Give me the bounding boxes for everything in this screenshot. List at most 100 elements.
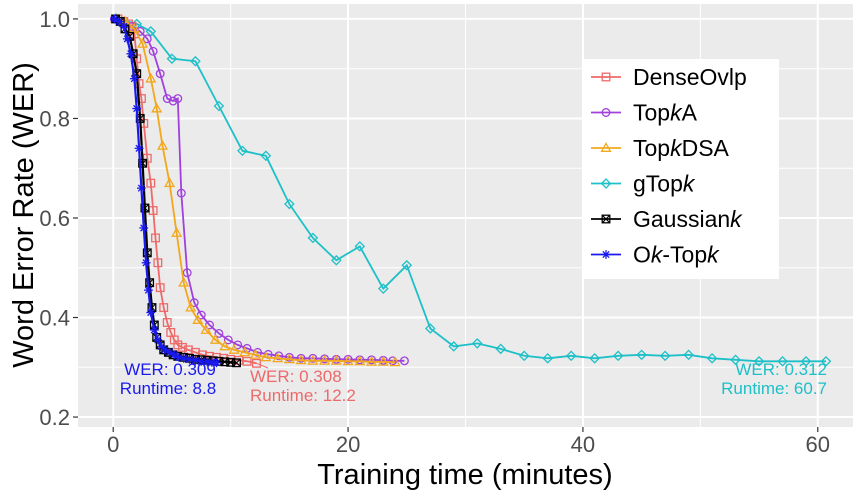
data-point-topka (308, 353, 318, 363)
data-point-topka (214, 328, 224, 338)
data-point-topkdsa (178, 276, 190, 287)
data-point-topkdsa (209, 333, 221, 344)
data-point-gtopk (260, 150, 272, 162)
data-point-ok-topk (191, 355, 200, 365)
data-point-gtopk (354, 241, 366, 252)
y-tick-label: 0.4 (39, 306, 70, 331)
legend-marker-gtopk (600, 178, 612, 189)
annotation-gtopk-wer: WER: 0.312 (735, 360, 827, 379)
data-point-ok-topk (119, 21, 129, 31)
y-tick-label: 0.6 (39, 206, 70, 231)
data-point-topkdsa (164, 177, 176, 188)
series-ok-topk (110, 14, 221, 368)
data-point-ok-topk (137, 183, 146, 193)
data-point-ok-topk (139, 223, 149, 233)
x-tick-label: 60 (806, 432, 830, 457)
annotation-connectors (214, 362, 269, 369)
legend-item-topkdsa: TopkDSA (591, 135, 730, 161)
data-point-gtopk (612, 350, 624, 362)
data-point-topkdsa (137, 37, 149, 48)
data-point-denseovlp (159, 303, 169, 313)
data-point-gtopk (777, 355, 788, 367)
data-point-topkdsa (157, 139, 169, 150)
data-point-gtopk (237, 145, 248, 157)
legend-marker-denseovlp (601, 72, 611, 82)
data-point-topka (173, 94, 183, 104)
x-tick-label: 20 (336, 432, 360, 457)
data-point-topka (223, 335, 233, 345)
data-point-denseovlp (162, 318, 172, 327)
data-point-gtopk (518, 350, 530, 362)
data-point-gtopk (542, 353, 554, 364)
legend-item-gtopk: gTopk (591, 171, 696, 197)
series-layer (109, 12, 832, 369)
annotation-denseovlp-runtime: Runtime: 12.2 (250, 386, 356, 405)
data-point-topkdsa (128, 22, 140, 33)
data-point-gtopk (307, 232, 319, 244)
data-point-ok-topk (144, 285, 153, 295)
data-point-gtopk (166, 53, 178, 65)
data-point-topkdsa (319, 354, 331, 365)
data-point-gtopk (424, 323, 436, 334)
legend-label-topkdsa: TopkDSA (633, 135, 730, 161)
data-point-topkdsa (295, 354, 307, 365)
data-point-gtopk (820, 355, 832, 367)
data-point-topkdsa (219, 340, 231, 351)
legend-label-ok-topk: Ok-Topk (633, 242, 720, 268)
data-point-topkdsa (192, 314, 204, 324)
y-tick-label: 0.2 (39, 405, 70, 430)
data-point-gtopk (565, 350, 577, 362)
data-point-topkdsa (354, 355, 366, 366)
data-point-ok-topk (122, 34, 132, 44)
data-point-gtopk (401, 259, 413, 271)
data-point-ok-topk (153, 335, 163, 345)
legend-marker-ok-topk (601, 250, 611, 259)
data-point-topkdsa (342, 355, 354, 366)
x-tick-label: 40 (571, 432, 595, 457)
data-point-topkdsa (200, 324, 212, 334)
data-point-topkdsa (377, 355, 389, 366)
data-point-gtopk (683, 349, 694, 361)
data-point-gtopk (659, 350, 671, 362)
data-point-gaussiank (232, 358, 241, 368)
data-point-topka (274, 351, 284, 361)
x-tick-label: 0 (107, 432, 119, 457)
legend-item-ok-topk: Ok-Topk (591, 242, 720, 268)
data-point-topkdsa (389, 356, 401, 367)
data-point-topkdsa (185, 301, 197, 312)
data-point-topka (182, 268, 192, 278)
annotation-ok-topk: WER: 0.309 Runtime: 8.8 (120, 360, 216, 398)
legend-item-topka: TopkA (591, 100, 698, 126)
data-point-topkdsa (145, 72, 157, 83)
data-point-ok-topk (146, 308, 156, 317)
legend-label-gtopk: gTopk (633, 171, 696, 197)
series-gtopk (111, 13, 832, 367)
annotation-gtopk-runtime: Runtime: 60.7 (721, 379, 827, 398)
annotation-ok-topk-runtime: Runtime: 8.8 (120, 379, 216, 398)
data-point-ok-topk (134, 143, 144, 153)
data-point-ok-topk (185, 354, 194, 364)
data-point-denseovlp (155, 283, 165, 293)
legend-item-denseovlp: DenseOvlp (591, 64, 747, 90)
data-point-topka (168, 96, 178, 106)
legend-box (582, 59, 779, 279)
legend-marker-gaussiank (601, 214, 611, 224)
data-point-gtopk (448, 341, 460, 352)
data-point-denseovlp (151, 233, 160, 243)
data-point-topkdsa (239, 346, 251, 357)
legend-label-gaussiank: Gaussiank (633, 206, 743, 232)
x-axis-title: Training time (minutes) (317, 459, 612, 491)
data-point-ok-topk (149, 325, 159, 335)
data-point-gtopk (284, 198, 295, 210)
data-point-ok-topk (179, 353, 189, 363)
data-point-topkdsa (249, 348, 261, 359)
y-tick-label: 0.8 (39, 106, 70, 131)
legend: DenseOvlp TopkA TopkDSA gTopk Gaussiank Ok-To… (582, 59, 779, 279)
data-point-denseovlp (178, 342, 187, 352)
data-point-denseovlp (146, 178, 156, 188)
annotation-denseovlp-wer: WER: 0.308 (250, 367, 342, 386)
data-point-topkdsa (228, 343, 240, 354)
data-point-gtopk (636, 349, 647, 361)
legend-label-denseovlp: DenseOvlp (633, 64, 747, 90)
